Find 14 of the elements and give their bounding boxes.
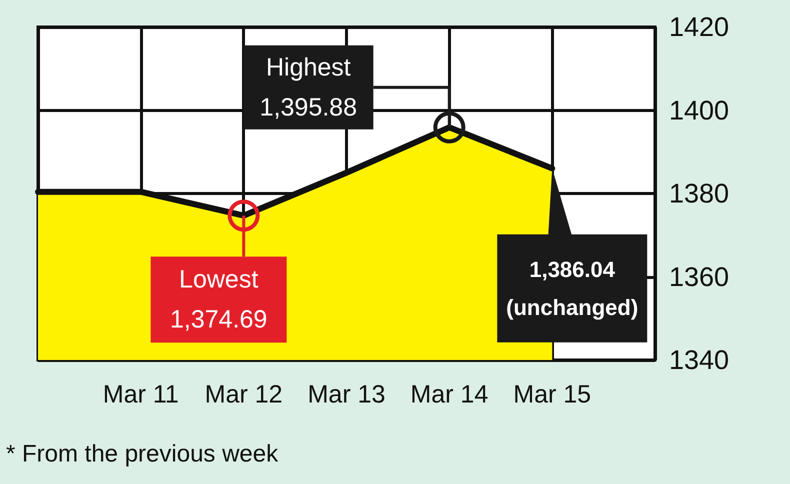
y-tick-label: 1420 — [669, 12, 730, 42]
y-tick-label: 1400 — [669, 95, 730, 126]
y-tick-label: 1380 — [669, 178, 730, 208]
annotation: Highest 1,395.88 — [260, 53, 357, 122]
x-tick-label: Mar 15 — [513, 380, 592, 408]
x-tick-label: Mar 12 — [204, 380, 283, 408]
x-tick-label: Mar 14 — [410, 380, 488, 408]
x-tick-label: Mar 11 — [102, 380, 179, 408]
x-tick-label: Mar 13 — [308, 380, 386, 408]
annotation: Lowest 1,374.69 — [170, 266, 268, 334]
annotation: 1,386.04 (unchanged) — [506, 256, 638, 320]
text: * From the previous week — [6, 440, 280, 468]
y-tick-label: 1340 — [669, 345, 730, 375]
y-tick-label: 1360 — [669, 262, 730, 292]
